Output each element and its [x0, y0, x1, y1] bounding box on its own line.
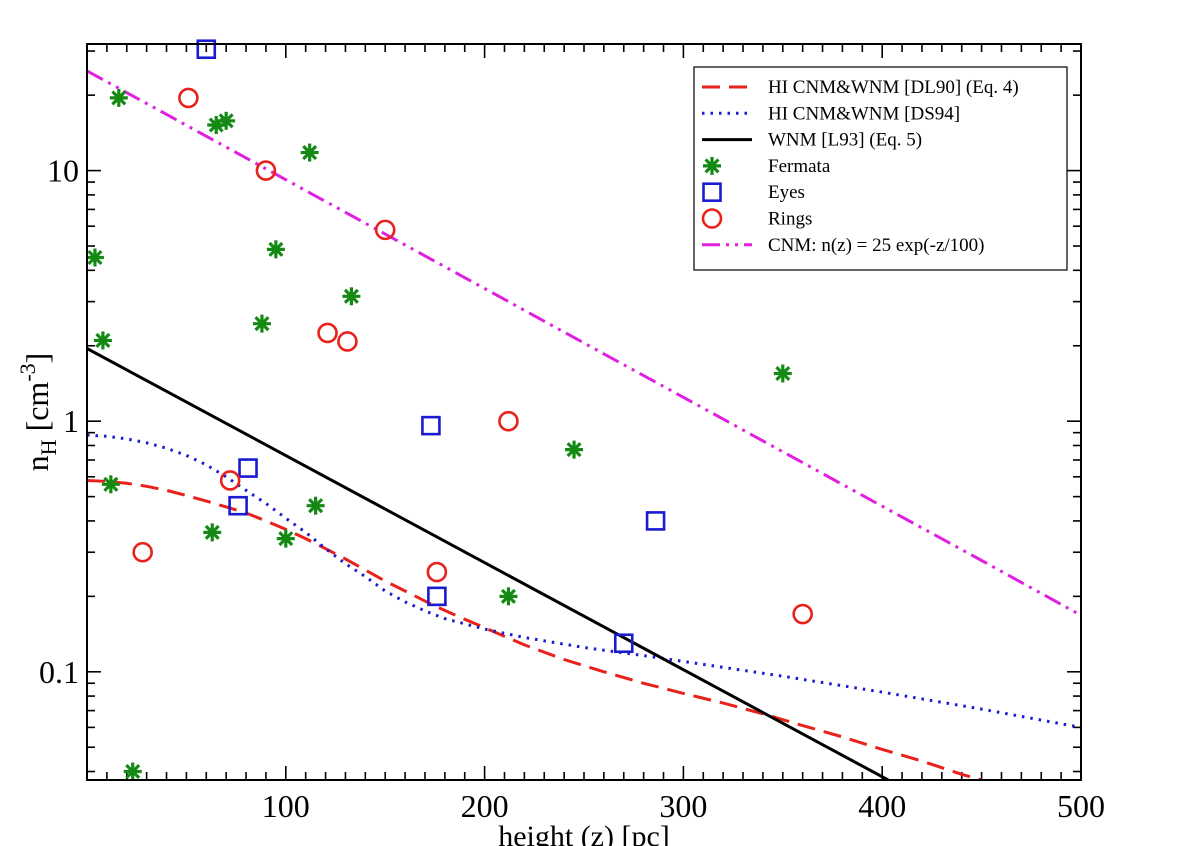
legend-label: Rings [768, 209, 812, 230]
fermata-point [122, 760, 144, 783]
eyes-point [613, 633, 634, 654]
legend-entry-hi-cnm-wnm-ds94: HI CNM&WNM [DS94] [702, 103, 960, 124]
legend-label: CNM: n(z) = 25 exp(-z/100) [768, 235, 985, 256]
fermata-point [265, 238, 287, 260]
x-tick-label: 100 [262, 788, 310, 824]
y-axis-label-unit: [cm [19, 382, 55, 440]
y-tick-label: 10 [47, 153, 79, 189]
legend-swatch [702, 182, 722, 202]
y-axis-label: nH [cm-3] [15, 353, 61, 472]
x-tick-labels: 100 200 300 400 500 [262, 788, 1105, 824]
legend-label: HI CNM&WNM [DS94] [768, 103, 960, 124]
rings-point [132, 541, 153, 563]
rings-point [498, 410, 519, 432]
legend-swatch [701, 208, 723, 229]
legend-entry-fermata: Fermata [701, 155, 831, 177]
y-tick-labels: 0.1 1 10 [39, 153, 79, 690]
y-tick-label: 1 [63, 403, 79, 439]
legend: HI CNM&WNM [DL90] (Eq. 4) HI CNM&WNM [DS9… [693, 66, 1068, 271]
y-tick-label: 0.1 [39, 654, 79, 690]
fermata-point [563, 439, 585, 461]
legend-label: Eyes [768, 182, 805, 203]
legend-entry-rings: Rings [701, 208, 812, 230]
rings-point [317, 322, 338, 344]
svg-text:nH [cm-3]: nH [cm-3] [15, 353, 61, 472]
fermata-point [100, 473, 122, 495]
eyes-point [228, 495, 248, 516]
legend-label: WNM [L93] (Eq. 5) [768, 130, 922, 151]
eyes-point [427, 586, 447, 607]
rings-point [178, 87, 199, 109]
series-line-hi-cnm-wnm-dl90-eq-4 [87, 479, 983, 780]
x-tick-label: 400 [858, 788, 906, 824]
legend-label: Fermata [768, 156, 831, 177]
y-axis-label-exponent: -3 [15, 363, 40, 381]
legend-entry-hi-cnm-wnm-dl90-eq-4: HI CNM&WNM [DL90] (Eq. 4) [702, 77, 1019, 98]
x-axis-label: height (z) [pc] [498, 820, 670, 846]
rings-point [337, 331, 358, 352]
fermata-point [215, 110, 237, 132]
y-axis-label-main: n [19, 455, 55, 471]
fermata-point [92, 329, 114, 352]
fermata-point [84, 246, 106, 269]
fermata-point [497, 585, 520, 607]
series-line-wnm-l93-eq-5 [87, 347, 889, 780]
fermata-point [340, 285, 363, 307]
rings-point [426, 561, 448, 583]
fermata-point [201, 521, 223, 543]
series-line-hi-cnm-wnm-ds94 [87, 433, 1081, 729]
fermata-point [251, 313, 273, 335]
fermata-point [108, 87, 130, 109]
x-tick-label: 500 [1057, 788, 1105, 824]
x-tick-label: 300 [659, 788, 707, 824]
y-axis-label-sub: H [36, 439, 61, 455]
fermata-point [305, 495, 327, 517]
legend-entry-wnm-l93-eq-5: WNM [L93] (Eq. 5) [702, 130, 922, 151]
rings-point [255, 160, 277, 181]
fermata-point [772, 362, 794, 385]
legend-entry-cnm-n-z-25-exp-z-100: CNM: n(z) = 25 exp(-z/100) [702, 235, 985, 256]
legend-label: HI CNM&WNM [DL90] (Eq. 4) [768, 77, 1019, 98]
x-tick-label: 200 [461, 788, 509, 824]
rings-point [219, 470, 241, 491]
eyes-point [196, 39, 217, 60]
plot-frame [86, 43, 1082, 781]
series-lines [87, 69, 1081, 780]
y-axis-label-close: ] [19, 353, 55, 364]
rings-point [792, 603, 813, 625]
legend-swatch [701, 155, 723, 177]
fermata-point [275, 528, 297, 550]
eyes-point [421, 415, 441, 436]
legend-entry-eyes: Eyes [702, 182, 805, 203]
eyes-point [645, 511, 666, 531]
minor-ticks [87, 44, 1081, 780]
rings-point [374, 219, 396, 241]
fermata-point [299, 141, 321, 164]
eyes-point [238, 458, 258, 478]
series-markers [84, 39, 813, 783]
legend-box [693, 66, 1068, 271]
